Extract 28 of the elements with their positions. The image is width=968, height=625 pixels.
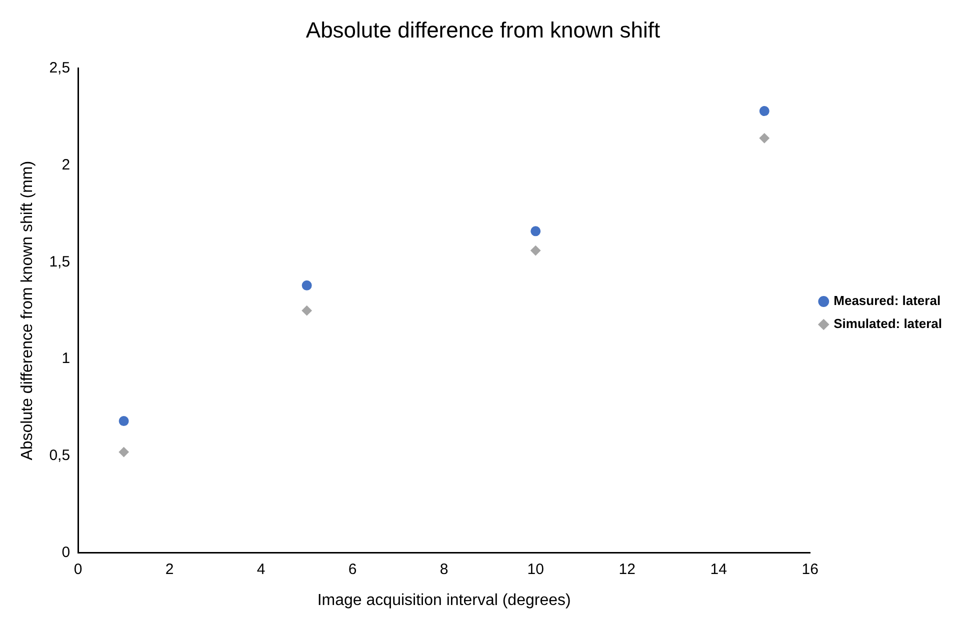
point [118,416,129,426]
x-tick-label: 8 [440,560,448,578]
y-axis-title: Absolute difference from known shift (mm) [19,160,36,460]
x-tick-label: 2 [165,560,174,578]
point [759,106,770,116]
y-tick-label: 1,5 [49,253,70,270]
legend-label: Simulated: lateral [834,316,942,332]
y-tick-label: 0,5 [49,447,70,464]
x-tick-label: 4 [256,560,266,578]
point [302,280,312,290]
point [530,246,541,256]
x-tick-label: 10 [527,560,544,578]
x-tick-label: 12 [618,560,636,578]
x-tick-label: 6 [348,560,357,578]
point [759,133,770,144]
y-tick-label: 2 [62,156,70,174]
x-axis-title: Image acquisition interval (degrees) [317,592,571,609]
x-tick-label: 14 [710,560,727,578]
x-tick-label: 0 [74,560,82,578]
y-tick-label: 0 [62,544,70,561]
point [530,226,541,236]
point [118,447,129,458]
x-tick-label: 16 [802,560,818,578]
legend-label: Measured: lateral [834,293,941,308]
point [302,306,312,316]
y-tick-label: 1 [62,350,70,368]
chart-title: Absolute difference from known shift [306,17,660,42]
y-tick-label: 2,5 [49,60,70,77]
